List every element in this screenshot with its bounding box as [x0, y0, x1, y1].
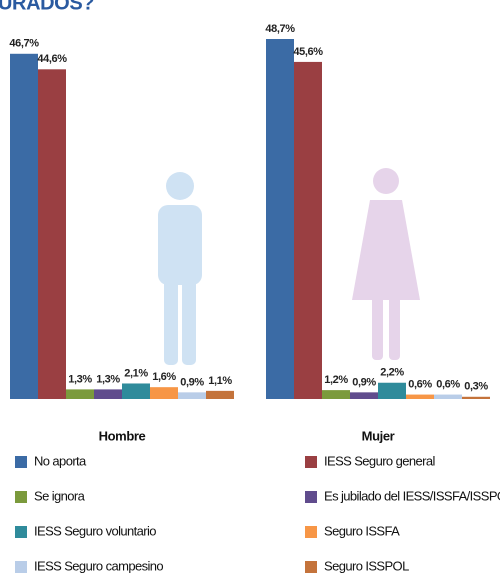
legend-label: Seguro ISSPOL [324, 558, 409, 573]
bar [266, 39, 294, 399]
legend-swatch [305, 491, 317, 503]
bar [322, 390, 350, 399]
legend-swatch [305, 526, 317, 538]
legend-swatch [305, 561, 317, 573]
data-label: 45,6% [293, 46, 323, 58]
bar [206, 390, 234, 399]
legend-swatch [305, 456, 317, 468]
legend-swatch [15, 491, 27, 503]
chart-title: URADOS? [0, 0, 94, 14]
group-label: Hombre [99, 428, 146, 443]
bar [406, 394, 434, 399]
bar [66, 389, 94, 399]
data-label: 1,6% [152, 371, 176, 383]
legend-label: Es jubilado del IESS/ISSFA/ISSPOL [324, 488, 500, 503]
legend-swatch [15, 561, 27, 573]
bar [434, 394, 462, 399]
legend-label: IESS Seguro campesino [34, 558, 163, 573]
bar [94, 389, 122, 399]
bar [350, 392, 378, 399]
legend-swatch [15, 456, 27, 468]
group-label: Mujer [362, 428, 395, 443]
bar [462, 396, 490, 399]
legend-label: Seguro ISSFA [324, 523, 400, 538]
woman-icon [352, 168, 420, 360]
bar [122, 383, 150, 399]
data-label: 0,9% [352, 376, 376, 388]
data-label: 1,3% [96, 373, 120, 385]
bar [150, 387, 178, 399]
data-label: 44,6% [37, 53, 67, 65]
bar [378, 382, 406, 399]
legend-label: IESS Seguro general [324, 453, 435, 468]
data-label: 0,9% [180, 376, 204, 388]
bar [178, 392, 206, 399]
data-label: 1,2% [324, 374, 348, 386]
legend-label: No aporta [34, 453, 87, 468]
data-label: 1,3% [68, 373, 92, 385]
bar [294, 61, 322, 400]
legend-label: Se ignora [34, 488, 86, 503]
man-icon [158, 172, 202, 365]
bar [38, 69, 66, 399]
data-label: 0,6% [436, 378, 460, 390]
data-label: 2,1% [124, 367, 148, 379]
data-label: 0,3% [464, 381, 488, 393]
data-label: 2,2% [380, 367, 404, 379]
bar [10, 53, 38, 399]
data-label: 0,6% [408, 378, 432, 390]
legend-swatch [15, 526, 27, 538]
data-label: 46,7% [9, 38, 39, 50]
data-label: 1,1% [208, 375, 232, 387]
data-label: 48,7% [265, 23, 295, 35]
legend-label: IESS Seguro voluntario [34, 523, 156, 538]
